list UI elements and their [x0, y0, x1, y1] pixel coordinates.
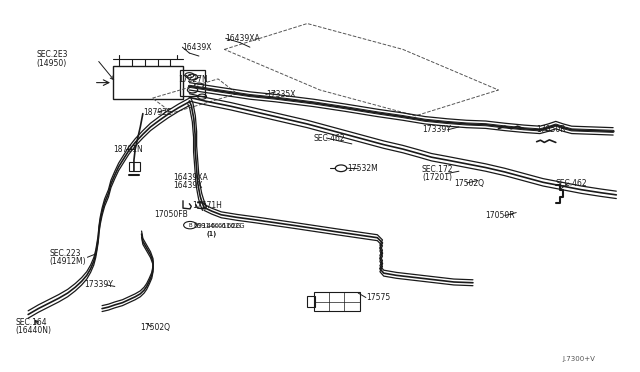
Text: SEC.164: SEC.164 [15, 318, 47, 327]
Text: SEC.172: SEC.172 [422, 165, 454, 174]
Bar [307, 296, 315, 307]
Text: B: B [188, 222, 192, 228]
Text: 17050R: 17050R [486, 211, 515, 220]
Text: SEC.462: SEC.462 [556, 179, 588, 187]
Text: 16439X: 16439X [173, 181, 203, 190]
Bar [113, 66, 183, 99]
Text: 17571H: 17571H [193, 201, 223, 210]
Text: 17050R: 17050R [537, 125, 566, 134]
Text: 17532M: 17532M [348, 164, 378, 173]
Text: (14912M): (14912M) [49, 257, 86, 266]
Text: 17339Y: 17339Y [422, 125, 451, 134]
Text: (17201): (17201) [422, 173, 452, 182]
Text: (1): (1) [207, 231, 216, 237]
Text: SEC.462: SEC.462 [314, 134, 345, 142]
Text: (1): (1) [207, 231, 216, 237]
Bar [129, 162, 140, 171]
Text: (14950): (14950) [36, 59, 67, 68]
Text: (16440N): (16440N) [15, 326, 51, 335]
Text: 17227N: 17227N [178, 75, 207, 84]
Text: 16439XA: 16439XA [226, 34, 260, 43]
Text: 17502Q: 17502Q [140, 323, 170, 331]
Text: 16439X: 16439X [182, 43, 212, 52]
Text: SEC.2E3: SEC.2E3 [36, 51, 68, 60]
Text: °09146-6162G: °09146-6162G [194, 222, 246, 228]
Text: SEC.223: SEC.223 [49, 249, 81, 258]
Bar [314, 292, 360, 311]
Bar [180, 70, 205, 96]
Text: 18792E: 18792E [143, 108, 172, 117]
Text: 17335X: 17335X [266, 90, 295, 99]
Text: 17575: 17575 [366, 293, 390, 302]
Text: 16439XA: 16439XA [173, 173, 208, 182]
Text: 18791N: 18791N [113, 145, 143, 154]
Text: 17339Y: 17339Y [84, 280, 113, 289]
Text: 17050FB: 17050FB [154, 209, 188, 219]
Text: 09146-6162G: 09146-6162G [194, 222, 242, 228]
Text: 17502Q: 17502Q [454, 179, 484, 187]
Text: J.7300+V: J.7300+V [562, 356, 595, 362]
